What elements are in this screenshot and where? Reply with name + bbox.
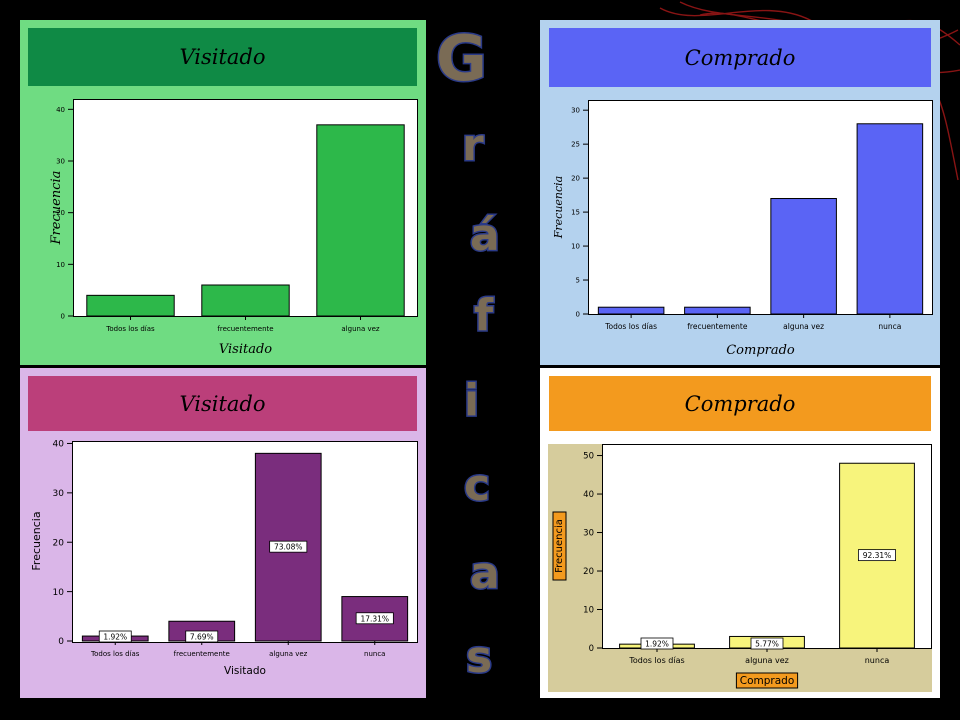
y-tick-label: 20 <box>56 209 65 217</box>
y-tick-label: 20 <box>571 175 580 183</box>
title-letter: i <box>464 375 479 426</box>
x-axis-label: Visitado <box>219 342 272 357</box>
chart-header: Comprado <box>549 28 931 87</box>
data-label: 5.77% <box>755 640 779 649</box>
y-tick-label: 0 <box>61 312 65 320</box>
y-axis-label: Frecuencia <box>554 519 565 573</box>
data-label-box <box>857 549 896 562</box>
x-tick-label: alguna vez <box>341 325 380 333</box>
x-tick-label: alguna vez <box>269 650 308 658</box>
title-letter: r <box>462 120 484 171</box>
data-label: 1.92% <box>645 640 669 649</box>
y-tick-label: 30 <box>56 157 65 165</box>
y-tick-label: 40 <box>56 106 65 114</box>
data-label: 7.69% <box>190 633 214 642</box>
y-tick-label: 10 <box>56 261 65 269</box>
x-axis-label: Visitado <box>224 665 266 677</box>
y-axis-label: Frecuencia <box>552 176 565 239</box>
chart-header: Visitado <box>28 28 417 86</box>
title-letter: G <box>436 22 487 95</box>
y-tick-label: 10 <box>53 588 65 598</box>
title-letter: c <box>464 460 490 511</box>
y-axis-label: Frecuencia <box>49 171 64 246</box>
data-label: 1.92% <box>103 633 127 642</box>
data-label: 17.31% <box>360 614 389 623</box>
x-tick-label: Todos los días <box>90 650 140 658</box>
bar <box>684 306 751 315</box>
x-tick-label: alguna vez <box>783 322 824 331</box>
y-tick-label: 25 <box>571 141 580 149</box>
y-tick-label: 5 <box>576 276 580 284</box>
y-tick-label: 30 <box>53 489 65 499</box>
y-tick-label: 30 <box>583 529 594 539</box>
x-tick-label: Todos los días <box>628 656 684 665</box>
bar <box>201 284 290 317</box>
y-tick-label: 40 <box>53 440 65 450</box>
title-letter: á <box>470 210 500 261</box>
data-label-box <box>269 540 308 553</box>
y-tick-label: 20 <box>583 567 594 577</box>
y-tick-label: 50 <box>583 452 594 462</box>
x-tick-label: nunca <box>878 322 901 331</box>
x-tick-label: Todos los días <box>105 325 155 333</box>
data-label-box <box>185 630 219 643</box>
y-tick-label: 15 <box>571 209 580 217</box>
y-axis-label-box <box>552 511 567 581</box>
bar <box>86 294 175 317</box>
y-tick-label: 10 <box>571 243 580 251</box>
data-label-box <box>640 637 674 650</box>
data-label: 92.31% <box>863 551 892 560</box>
chart-header: Visitado <box>28 376 417 431</box>
bar-chart: 0 10 20 30 40 Todos los días frecuentemente alg… <box>49 106 405 357</box>
bar-chart: 0 5 10 15 20 25 30 Todos los días frecuentemente… <box>552 107 924 358</box>
data-label-box <box>750 637 784 650</box>
x-tick-label: frecuentemente <box>687 322 748 331</box>
chart-panel-visitado: Visitado 0 10 20 30 40 Todos los días frecuent… <box>20 20 426 365</box>
x-axis-label: Comprado <box>726 343 795 358</box>
title-letter: a <box>470 548 500 599</box>
x-tick-label: frecuentemente <box>174 650 230 658</box>
title-letter: s <box>466 632 492 683</box>
data-label: 73.08% <box>274 543 303 552</box>
chart-header: Comprado <box>549 376 931 431</box>
x-tick-label: alguna vez <box>745 656 789 665</box>
bar <box>316 124 405 317</box>
bar-chart: 0 10 20 30 40 50 Todos los días 1.92% alguna vez… <box>552 452 915 689</box>
data-label-box <box>355 612 394 625</box>
bar <box>856 123 924 315</box>
y-tick-label: 30 <box>571 107 580 115</box>
y-axis-label: Frecuencia <box>30 511 43 570</box>
chart-panel-comprado-porcentaje: Comprado 0 10 20 30 40 50 Todos los días 1.92% a… <box>540 368 940 698</box>
chart-panel-visitado-porcentaje: Visitado 0 10 20 30 40 Todos los días 1.92% fre… <box>20 368 426 698</box>
chart-panel-comprado: Comprado 0 5 10 15 20 25 30 Todos los días frecu… <box>540 20 940 365</box>
y-tick-label: 0 <box>576 310 580 318</box>
y-tick-label: 20 <box>53 538 65 548</box>
y-tick-label: 10 <box>583 605 594 615</box>
bar-chart: 0 10 20 30 40 Todos los días 1.92% frecuentemen… <box>30 440 409 677</box>
x-tick-label: frecuentemente <box>217 325 273 333</box>
y-tick-label: 0 <box>589 644 594 654</box>
x-axis-label-box <box>735 672 799 689</box>
x-axis-label: Comprado <box>740 675 795 687</box>
bar <box>770 198 837 315</box>
bar <box>597 306 665 315</box>
y-tick-label: 0 <box>58 637 64 647</box>
x-tick-label: nunca <box>364 650 385 658</box>
data-label-box <box>98 630 132 643</box>
y-tick-label: 40 <box>583 490 594 500</box>
x-tick-label: nunca <box>865 656 890 665</box>
x-tick-label: Todos los días <box>604 322 657 331</box>
title-letter: f <box>474 290 494 341</box>
